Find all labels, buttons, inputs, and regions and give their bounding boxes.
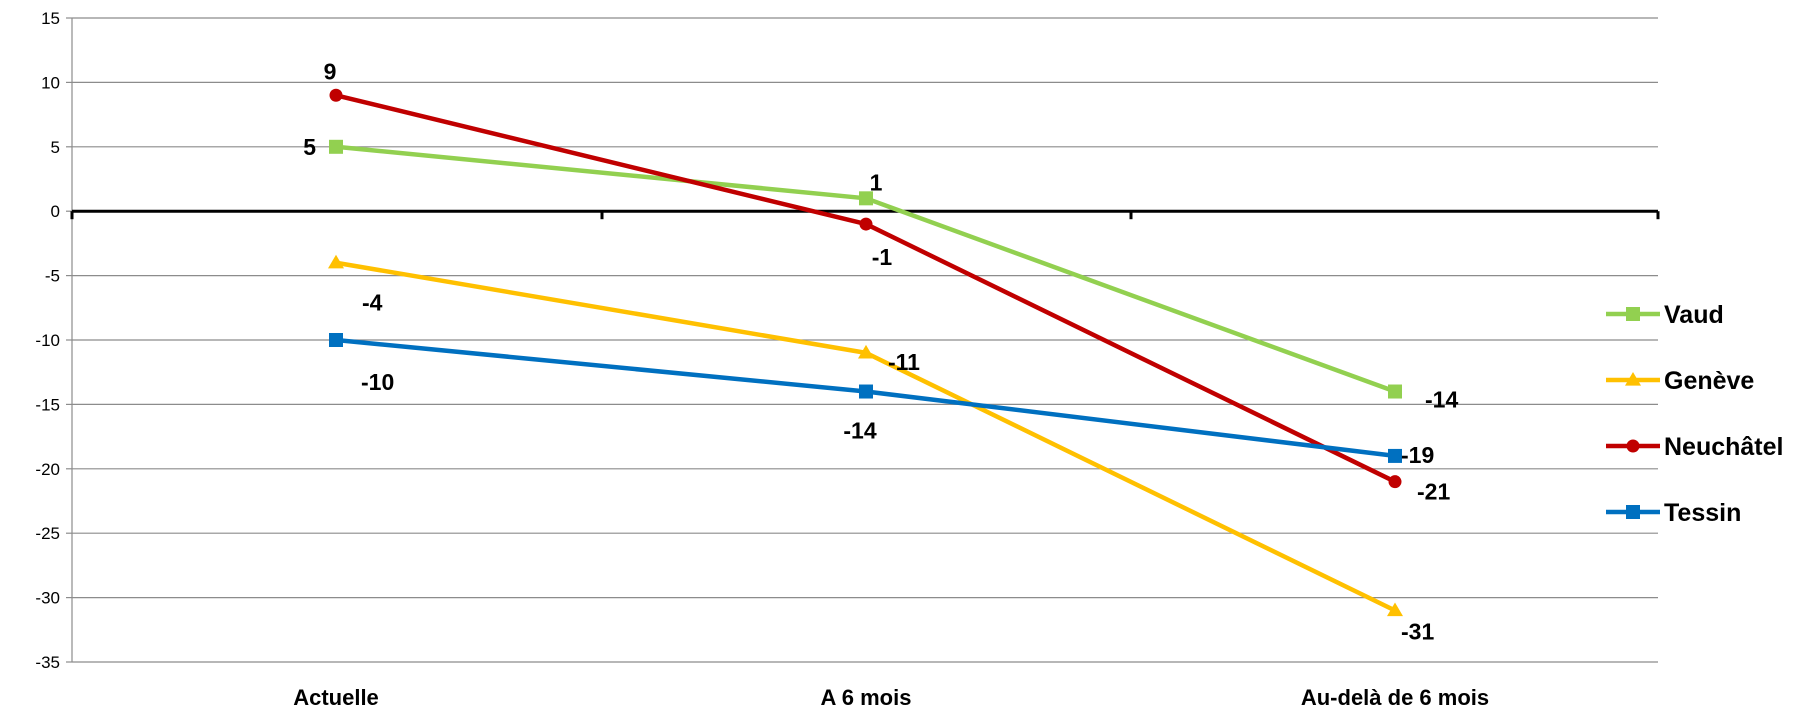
legend-item: Tessin: [1606, 499, 1741, 527]
point-marker: [329, 139, 343, 154]
data-label: -11: [888, 349, 920, 375]
data-label: 1: [870, 169, 883, 195]
legend-item: Neuchâtel: [1606, 433, 1783, 461]
x-category-label: A 6 mois: [821, 685, 912, 709]
gridlines: [72, 17, 1658, 663]
data-label: -21: [1417, 479, 1450, 505]
data-label: -19: [1401, 442, 1434, 468]
data-labels: 5 1 -14 -4 -11 -31 9 -1 -21 -10 -14 -19: [303, 58, 1458, 644]
legend-label: Tessin: [1664, 499, 1741, 527]
series-tessin: [329, 333, 1402, 463]
legend-item: Vaud: [1606, 301, 1724, 329]
data-label: 9: [324, 58, 337, 84]
point-marker: [1387, 602, 1403, 617]
point-marker: [1388, 448, 1402, 463]
point-marker: [1626, 505, 1640, 519]
y-tick-label: -25: [35, 524, 60, 543]
data-label: -10: [361, 369, 394, 395]
y-tick-label: 10: [41, 73, 60, 92]
point-marker: [858, 344, 874, 359]
y-tick-label: -20: [35, 460, 60, 479]
point-marker: [1626, 439, 1640, 453]
series-vaud: [329, 139, 1402, 399]
legend-label: Vaud: [1664, 301, 1724, 329]
point-marker: [1388, 475, 1402, 489]
y-tick-label: -30: [35, 589, 60, 608]
data-label: -4: [362, 290, 383, 316]
y-tick-label: -35: [35, 653, 60, 672]
y-tick-label: -5: [45, 267, 60, 286]
point-marker: [859, 384, 873, 399]
data-label: -14: [1425, 387, 1458, 413]
point-marker: [1625, 372, 1641, 386]
y-tick-label: -10: [35, 331, 60, 350]
data-label: -1: [872, 244, 893, 270]
y-tick-label: 5: [51, 138, 60, 157]
data-label: -31: [1401, 618, 1434, 644]
point-marker: [1626, 307, 1640, 321]
x-category-label: Actuelle: [293, 685, 379, 709]
legend-label: Genève: [1664, 367, 1754, 395]
point-marker: [1388, 384, 1402, 399]
point-marker: [329, 333, 343, 347]
point-marker: [859, 217, 873, 231]
point-marker: [329, 88, 343, 102]
data-label: 5: [303, 134, 316, 160]
legend-label: Neuchâtel: [1664, 433, 1783, 461]
x-category-label: Au-delà de 6 mois: [1301, 685, 1489, 709]
y-tick-label: -15: [35, 395, 60, 414]
legend: Vaud Genève Neuchâtel Tessin: [1606, 301, 1783, 527]
y-tick-label: 15: [41, 9, 60, 28]
series-gen-ve: [328, 254, 1403, 617]
y-tick-label: 0: [51, 202, 60, 221]
series-lines: [328, 88, 1403, 617]
point-marker: [328, 254, 344, 269]
data-label: -14: [843, 418, 876, 444]
legend-item: Genève: [1606, 367, 1754, 395]
series-neuch-tel: [329, 88, 1402, 489]
point-marker: [859, 191, 873, 206]
